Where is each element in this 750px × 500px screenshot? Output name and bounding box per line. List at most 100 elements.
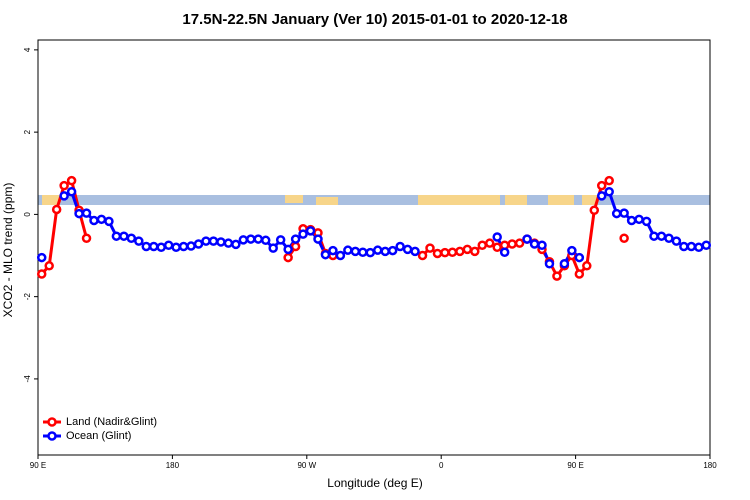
legend-label: Ocean (Glint) [66, 430, 131, 442]
x-tick-label: 90 E [567, 461, 583, 470]
data-point [567, 245, 577, 256]
data-point [59, 180, 69, 191]
data-point [283, 252, 293, 263]
data-point [641, 216, 652, 227]
data-point [477, 240, 488, 250]
data-point [522, 234, 532, 244]
data-point [111, 231, 122, 241]
data-point [507, 239, 517, 249]
data-point [380, 246, 390, 257]
data-point [81, 233, 92, 243]
data-point [178, 241, 189, 252]
data-point [596, 180, 607, 191]
land-band [505, 195, 527, 205]
x-tick-label: 90 E [30, 461, 46, 470]
data-point [193, 239, 204, 249]
ocean-band [38, 195, 710, 205]
data-point [148, 241, 159, 252]
data-point [275, 235, 286, 245]
data-point [619, 233, 629, 243]
data-point [679, 241, 689, 252]
data-point [36, 269, 47, 279]
legend-swatch [47, 417, 57, 427]
data-point [171, 242, 181, 253]
data-point [395, 241, 405, 252]
data-point [246, 234, 256, 244]
data-point [470, 246, 480, 257]
land-band [418, 195, 500, 205]
data-point [335, 250, 346, 261]
data-point [455, 246, 465, 257]
x-tick-label: 0 [439, 461, 444, 470]
data-point [201, 236, 211, 246]
data-point [574, 269, 585, 279]
data-point [656, 231, 667, 241]
data-point [372, 245, 383, 255]
y-tick-label: -4 [23, 375, 32, 383]
x-tick-label: 90 W [297, 461, 316, 470]
data-point [671, 236, 682, 246]
data-point [626, 215, 637, 226]
land-mask [38, 195, 710, 205]
data-point [664, 233, 674, 243]
y-tick-label: 0 [23, 212, 32, 217]
legend-swatch [47, 431, 57, 441]
data-point [268, 243, 278, 253]
y-tick-label: -2 [23, 293, 32, 301]
data-point [66, 187, 77, 197]
data-point [514, 238, 525, 248]
data-point [417, 250, 428, 261]
data-point [119, 231, 129, 241]
data-point [462, 244, 473, 255]
legend [40, 412, 190, 450]
data-point [290, 241, 301, 252]
data-point [59, 191, 69, 201]
data-point [402, 244, 413, 255]
data-point [134, 236, 144, 246]
data-point [305, 226, 316, 236]
land-band [582, 195, 598, 205]
data-point [223, 238, 234, 248]
data-point [313, 234, 323, 244]
data-point [253, 234, 264, 244]
data-point [447, 247, 458, 257]
data-point [44, 261, 54, 271]
x-tick-label: 180 [166, 461, 180, 470]
data-point [484, 238, 495, 248]
data-point [343, 245, 353, 255]
y-tick-label: 4 [23, 47, 32, 52]
data-point [365, 247, 376, 258]
data-point [328, 245, 338, 256]
data-point [529, 239, 540, 249]
y-tick-label: 2 [23, 129, 32, 134]
data-point [238, 235, 249, 245]
land-band [42, 195, 60, 205]
data-point [559, 258, 570, 269]
y-axis-label: XCO2 - MLO trend (ppm) [1, 183, 15, 318]
legend-label: Land (Nadir&Glint) [66, 416, 157, 428]
data-point [320, 249, 331, 260]
data-point [231, 239, 241, 250]
data-point [410, 246, 420, 257]
data-point [492, 232, 502, 242]
data-point [694, 242, 704, 253]
data-point [604, 175, 614, 186]
data-point [156, 242, 166, 253]
data-point [499, 247, 510, 257]
data-point [66, 175, 77, 186]
land-band [548, 195, 574, 205]
data-point [552, 271, 562, 281]
data-point [51, 204, 62, 215]
chart-title: 17.5N-22.5N January (Ver 10) 2015-01-01 … [182, 11, 567, 28]
data-point [574, 252, 585, 263]
data-point [387, 245, 398, 256]
data-point [358, 247, 368, 257]
land-band [316, 197, 338, 205]
data-point [634, 214, 644, 225]
data-point [350, 246, 361, 257]
data-point [89, 215, 99, 226]
x-tick-label: 180 [703, 461, 717, 470]
data-point [163, 240, 174, 250]
data-point [260, 235, 271, 246]
